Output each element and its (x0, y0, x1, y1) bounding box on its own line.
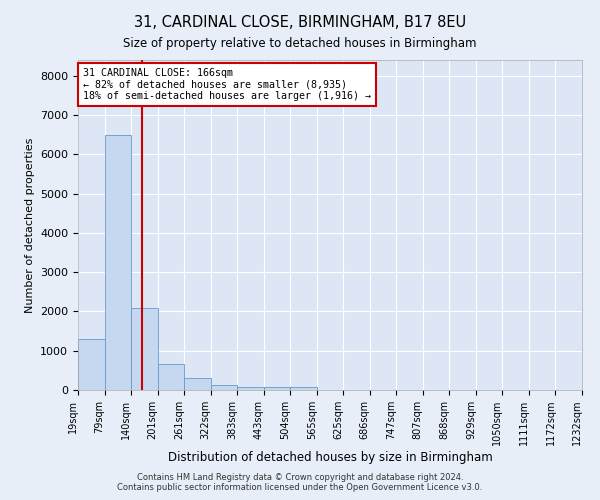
Bar (131, 308, 158, 390)
Bar (184, 378, 211, 390)
Text: Contains HM Land Registry data © Crown copyright and database right 2024.
Contai: Contains HM Land Registry data © Crown c… (118, 473, 482, 492)
Bar (290, 388, 317, 390)
Text: Size of property relative to detached houses in Birmingham: Size of property relative to detached ho… (123, 38, 477, 51)
Text: 31, CARDINAL CLOSE, BIRMINGHAM, B17 8EU: 31, CARDINAL CLOSE, BIRMINGHAM, B17 8EU (134, 15, 466, 30)
Bar (78, 339, 104, 390)
Bar (211, 386, 237, 390)
Bar (104, 134, 131, 390)
Bar (263, 388, 290, 390)
Bar (158, 364, 184, 390)
Text: 31 CARDINAL CLOSE: 166sqm
← 82% of detached houses are smaller (8,935)
18% of se: 31 CARDINAL CLOSE: 166sqm ← 82% of detac… (83, 68, 371, 102)
Y-axis label: Number of detached properties: Number of detached properties (25, 138, 35, 312)
Bar (237, 387, 263, 390)
X-axis label: Distribution of detached houses by size in Birmingham: Distribution of detached houses by size … (167, 451, 493, 464)
